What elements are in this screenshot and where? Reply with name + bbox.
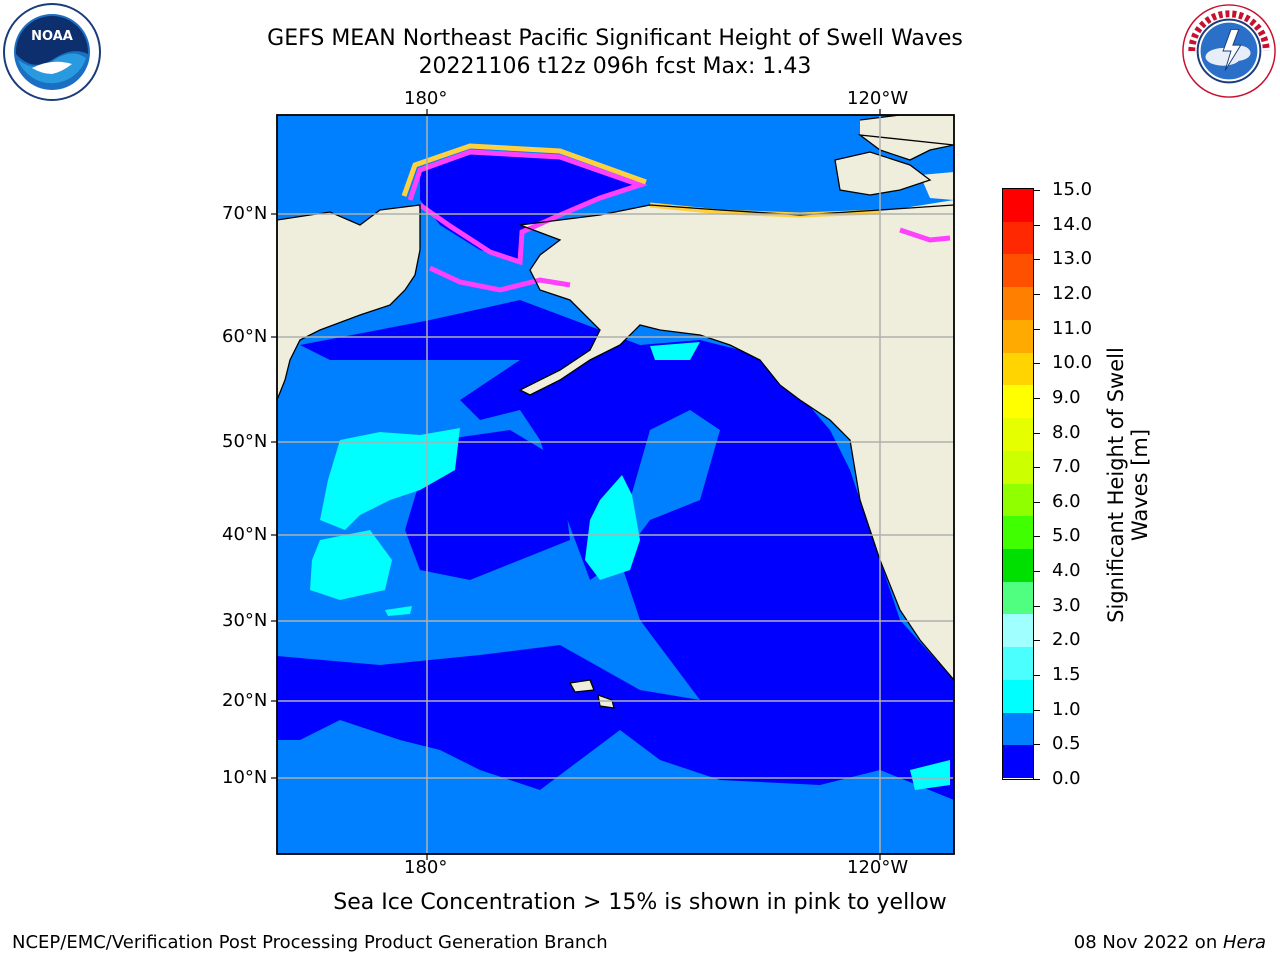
colorbar-tick-label: 5.0 <box>1052 525 1081 547</box>
lat-label-50n: 50°N <box>222 431 268 452</box>
colorbar-tick-mark <box>1034 709 1040 711</box>
colorbar-tick-mark <box>1034 259 1040 261</box>
map-frame <box>276 114 955 855</box>
nws-logo-icon <box>1182 4 1276 98</box>
colorbar-segment <box>1003 548 1033 583</box>
lat-label-70n: 70°N <box>222 203 268 224</box>
low-swell-regions <box>277 150 954 800</box>
map-title: GEFS MEAN Northeast Pacific Significant … <box>267 26 963 51</box>
colorbar-segment <box>1003 189 1033 223</box>
coastlines <box>277 115 954 709</box>
colorbar-title: Significant Height of Swell Waves [m] <box>1104 347 1152 623</box>
sea-ice-note: Sea Ice Concentration > 15% is shown in … <box>333 890 947 915</box>
colorbar-tick-label: 2.0 <box>1052 629 1081 651</box>
colorbar-segment <box>1003 319 1033 354</box>
lat-label-60n: 60°N <box>222 326 268 347</box>
colorbar-segment <box>1003 287 1033 321</box>
colorbar-segment <box>1003 614 1033 648</box>
colorbar-segment <box>1003 352 1033 386</box>
colorbar-segment <box>1003 483 1033 517</box>
colorbar-tick-mark <box>1034 675 1040 677</box>
colorbar-tick-mark <box>1034 190 1040 191</box>
colorbar-tick-mark <box>1034 432 1040 434</box>
colorbar-tick-mark <box>1034 744 1040 746</box>
lon-label-bottom-120w: 120°W <box>847 857 909 878</box>
colorbar-segment <box>1003 581 1033 615</box>
colorbar-segment <box>1003 418 1033 452</box>
colorbar-tick-label: 3.0 <box>1052 594 1081 616</box>
colorbar-tick-label: 10.0 <box>1052 352 1093 374</box>
colorbar-segment <box>1003 647 1033 681</box>
land-masses <box>277 115 954 708</box>
lon-label-top-120w: 120°W <box>847 88 909 109</box>
colorbar-tick-mark <box>1034 293 1040 295</box>
colorbar-segment <box>1003 221 1033 255</box>
colorbar-segment <box>1003 712 1033 746</box>
colorbar-tick-mark <box>1034 328 1040 330</box>
colorbar-segment <box>1003 385 1033 419</box>
colorbar-tick-mark <box>1034 779 1040 780</box>
colorbar <box>1002 188 1034 780</box>
colorbar-tick-label: 0.5 <box>1052 733 1081 755</box>
colorbar-tick-label: 4.0 <box>1052 560 1081 582</box>
colorbar-tick-label: 0.0 <box>1052 768 1081 789</box>
lon-label-top-180: 180° <box>404 88 448 109</box>
colorbar-tick-label: 9.0 <box>1052 386 1081 408</box>
colorbar-tick-mark <box>1034 536 1040 538</box>
lon-label-bottom-180: 180° <box>404 857 448 878</box>
map-subtitle: 20221106 t12z 096h fcst Max: 1.43 <box>418 54 812 79</box>
colorbar-segment <box>1003 745 1033 779</box>
colorbar-segment <box>1003 450 1033 484</box>
colorbar-tick-label: 13.0 <box>1052 248 1093 270</box>
colorbar-tick-label: 15.0 <box>1052 179 1093 200</box>
lat-label-30n: 30°N <box>222 610 268 631</box>
colorbar-tick-mark <box>1034 640 1040 642</box>
colorbar-tick-mark <box>1034 571 1040 573</box>
colorbar-segment <box>1003 679 1033 714</box>
colorbar-tick-mark <box>1034 501 1040 503</box>
colorbar-tick-label: 12.0 <box>1052 282 1093 304</box>
colorbar-tick-label: 8.0 <box>1052 421 1081 443</box>
colorbar-tick-mark <box>1034 605 1040 607</box>
colorbar-tick-label: 14.0 <box>1052 213 1093 235</box>
lat-label-10n: 10°N <box>222 767 268 788</box>
footer-organization: NCEP/EMC/Verification Post Processing Pr… <box>12 932 608 953</box>
colorbar-tick-label: 7.0 <box>1052 456 1081 478</box>
lat-label-40n: 40°N <box>222 524 268 545</box>
footer-machine: Hera <box>1222 932 1266 953</box>
colorbar-tick-label: 6.0 <box>1052 490 1081 512</box>
colorbar-tick-label: 1.5 <box>1052 664 1081 686</box>
colorbar-tick-mark <box>1034 467 1040 469</box>
noaa-logo-icon: NOAA <box>3 3 101 101</box>
svg-text:NOAA: NOAA <box>31 29 73 44</box>
footer-date: 08 Nov 2022 on Hera <box>1073 932 1266 953</box>
colorbar-tick-mark <box>1034 397 1040 399</box>
colorbar-tick-mark <box>1034 363 1040 365</box>
graticule <box>277 115 954 854</box>
lat-label-20n: 20°N <box>222 690 268 711</box>
colorbar-tick-label: 11.0 <box>1052 317 1093 339</box>
moderate-swell-regions <box>310 342 950 790</box>
colorbar-tick-label: 1.0 <box>1052 698 1081 720</box>
colorbar-segment <box>1003 516 1033 550</box>
colorbar-segment <box>1003 254 1033 288</box>
colorbar-tick-mark <box>1034 224 1040 226</box>
